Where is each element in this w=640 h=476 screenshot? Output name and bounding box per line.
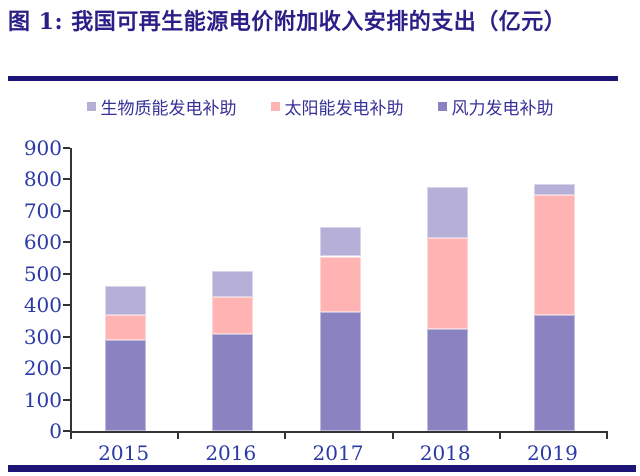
y-axis-tick-label: 600 — [23, 230, 62, 255]
x-axis-tick-mark — [498, 431, 501, 439]
bar-segment-2019-风力发电补助 — [533, 314, 575, 431]
y-axis-tick-mark — [63, 209, 70, 212]
y-axis-tick-mark — [63, 367, 70, 370]
legend-swatch-icon — [437, 102, 447, 111]
y-axis-tick-label: 500 — [23, 261, 62, 286]
bar-segment-2015-生物质能发电补助 — [105, 286, 147, 315]
x-axis-tick-mark — [391, 431, 394, 439]
y-axis-tick-label: 0 — [49, 419, 62, 443]
x-axis-tick-mark — [177, 431, 180, 439]
y-axis-tick-label: 100 — [23, 387, 62, 412]
bar-segment-2017-太阳能发电补助 — [319, 256, 361, 312]
chart-legend: 生物质能发电补助 太阳能发电补助 风力发电补助 — [0, 94, 640, 119]
x-axis-category-label: 2016 — [205, 441, 257, 465]
x-axis-category-label: 2018 — [419, 441, 471, 465]
title-divider-rule — [8, 76, 618, 81]
y-axis-tick-label: 800 — [23, 167, 62, 192]
legend-item-2: 风力发电补助 — [437, 94, 554, 119]
y-axis-tick-label: 900 — [23, 136, 62, 160]
x-axis-category-label: 2017 — [312, 441, 364, 465]
y-axis-tick-label: 400 — [23, 293, 62, 318]
x-axis-category-label: 2019 — [526, 441, 578, 465]
x-axis-category-label: 2015 — [98, 441, 150, 465]
y-axis-tick-mark — [63, 178, 70, 181]
bar-segment-2018-生物质能发电补助 — [426, 187, 468, 238]
bar-segment-2016-风力发电补助 — [212, 333, 254, 431]
legend-label: 风力发电补助 — [451, 99, 554, 119]
bar-segment-2018-太阳能发电补助 — [426, 237, 468, 329]
y-axis-tick-label: 300 — [23, 324, 62, 349]
legend-item-0: 生物质能发电补助 — [86, 94, 237, 119]
bar-segment-2015-风力发电补助 — [105, 339, 147, 431]
bar-segment-2017-生物质能发电补助 — [319, 226, 361, 257]
y-axis-tick-mark — [63, 147, 70, 149]
figure-title: 图 1: 我国可再生能源电价附加收入安排的支出（亿元） — [8, 9, 567, 35]
bar-segment-2015-太阳能发电补助 — [105, 314, 147, 340]
bar-segment-2016-太阳能发电补助 — [212, 297, 254, 334]
bar-segment-2019-太阳能发电补助 — [533, 195, 575, 315]
y-axis-tick-mark — [63, 430, 70, 432]
y-axis-tick-mark — [63, 335, 70, 338]
y-axis-tick-label: 200 — [23, 356, 62, 381]
legend-swatch-icon — [270, 102, 280, 111]
x-axis-tick-mark — [284, 431, 287, 439]
bar-segment-2017-风力发电补助 — [319, 311, 361, 431]
bottom-divider-rule — [8, 465, 636, 472]
y-axis-tick-label: 700 — [23, 198, 62, 223]
plot-area — [70, 148, 608, 433]
bar-segment-2016-生物质能发电补助 — [212, 270, 254, 298]
x-axis-tick-mark — [70, 431, 72, 439]
y-axis-tick-mark — [63, 304, 70, 307]
bar-segment-2018-风力发电补助 — [426, 328, 468, 431]
bar-segment-2019-生物质能发电补助 — [533, 184, 575, 196]
x-axis-tick-mark — [606, 431, 608, 439]
y-axis-tick-mark — [63, 241, 70, 244]
legend-item-1: 太阳能发电补助 — [270, 94, 404, 119]
legend-label: 太阳能发电补助 — [284, 99, 404, 119]
y-axis-tick-mark — [63, 398, 70, 401]
legend-label: 生物质能发电补助 — [100, 99, 237, 119]
y-axis-tick-mark — [63, 272, 70, 275]
legend-swatch-icon — [86, 102, 96, 111]
